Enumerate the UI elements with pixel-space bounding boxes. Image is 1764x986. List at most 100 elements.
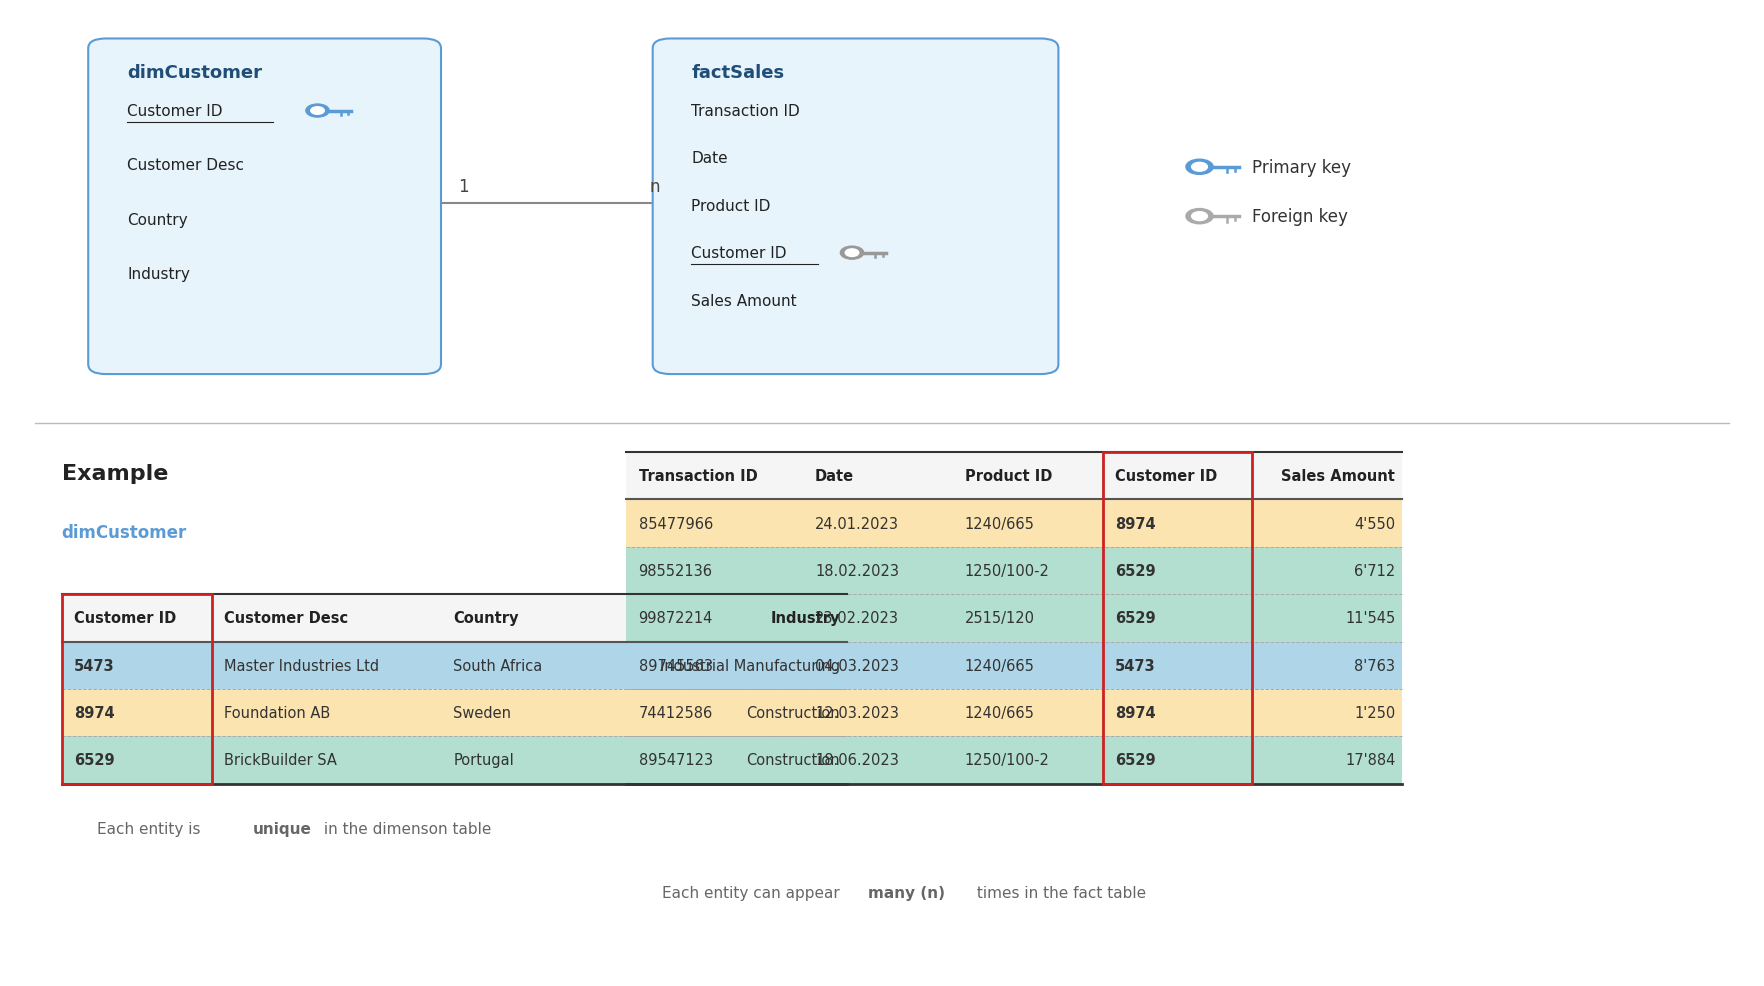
Text: 89547123: 89547123 bbox=[639, 752, 713, 768]
Text: factSales: factSales bbox=[691, 64, 785, 82]
Bar bbox=[1102, 689, 1252, 737]
Text: Industry: Industry bbox=[127, 266, 191, 282]
Text: Product ID: Product ID bbox=[965, 468, 1053, 484]
Bar bbox=[803, 689, 953, 737]
Bar bbox=[626, 595, 803, 642]
Text: 1250/100-2: 1250/100-2 bbox=[965, 563, 1050, 579]
Text: Transaction ID: Transaction ID bbox=[639, 468, 757, 484]
Text: 4'550: 4'550 bbox=[1355, 516, 1395, 531]
Bar bbox=[1102, 453, 1252, 500]
Text: 85477966: 85477966 bbox=[639, 516, 713, 531]
Text: Industry: Industry bbox=[771, 610, 840, 626]
Text: Construction: Construction bbox=[746, 705, 840, 721]
Text: dimCustomer: dimCustomer bbox=[127, 64, 263, 82]
Bar bbox=[1252, 689, 1402, 737]
Text: 6529: 6529 bbox=[1115, 563, 1155, 579]
Text: Foreign key: Foreign key bbox=[1252, 208, 1348, 226]
Text: Example: Example bbox=[62, 463, 168, 483]
Text: 6529: 6529 bbox=[1115, 610, 1155, 626]
Bar bbox=[803, 453, 953, 500]
Bar bbox=[62, 689, 212, 737]
Text: unique: unique bbox=[252, 820, 310, 836]
Bar bbox=[1102, 500, 1252, 547]
Text: Customer ID: Customer ID bbox=[691, 246, 787, 261]
Bar bbox=[212, 642, 441, 689]
Text: Primary key: Primary key bbox=[1252, 159, 1351, 176]
Text: Customer Desc: Customer Desc bbox=[224, 610, 348, 626]
Text: 04.03.2023: 04.03.2023 bbox=[815, 658, 900, 673]
Text: Product ID: Product ID bbox=[691, 198, 771, 214]
Text: 23.02.2023: 23.02.2023 bbox=[815, 610, 900, 626]
Bar bbox=[1102, 547, 1252, 595]
Bar bbox=[573, 689, 847, 737]
Text: Sweden: Sweden bbox=[453, 705, 512, 721]
Text: 1'250: 1'250 bbox=[1355, 705, 1395, 721]
Bar bbox=[953, 547, 1102, 595]
Bar bbox=[953, 689, 1102, 737]
Text: 8974: 8974 bbox=[74, 705, 115, 721]
Bar bbox=[1102, 595, 1252, 642]
Bar bbox=[62, 595, 212, 642]
Bar bbox=[626, 642, 803, 689]
Bar bbox=[1252, 642, 1402, 689]
Text: 89745563: 89745563 bbox=[639, 658, 713, 673]
Bar bbox=[441, 737, 573, 784]
Text: 11'545: 11'545 bbox=[1346, 610, 1395, 626]
Text: 2515/120: 2515/120 bbox=[965, 610, 1035, 626]
Bar bbox=[441, 642, 573, 689]
Bar bbox=[953, 453, 1102, 500]
Bar bbox=[803, 595, 953, 642]
Text: 8'763: 8'763 bbox=[1355, 658, 1395, 673]
Text: Sales Amount: Sales Amount bbox=[1281, 468, 1395, 484]
Circle shape bbox=[305, 105, 330, 118]
Text: dimCustomer: dimCustomer bbox=[62, 524, 187, 541]
Text: Country: Country bbox=[127, 212, 187, 228]
Text: Transaction ID: Transaction ID bbox=[691, 104, 801, 119]
Text: Each entity is: Each entity is bbox=[97, 820, 205, 836]
Text: Date: Date bbox=[691, 151, 729, 167]
Text: 8974: 8974 bbox=[1115, 516, 1155, 531]
Circle shape bbox=[840, 246, 864, 260]
Bar bbox=[62, 737, 212, 784]
Circle shape bbox=[1192, 164, 1207, 172]
Text: 6529: 6529 bbox=[1115, 752, 1155, 768]
Bar bbox=[1102, 642, 1252, 689]
Text: 1250/100-2: 1250/100-2 bbox=[965, 752, 1050, 768]
Text: Customer ID: Customer ID bbox=[74, 610, 176, 626]
Text: times in the fact table: times in the fact table bbox=[972, 884, 1147, 900]
Text: 17'884: 17'884 bbox=[1344, 752, 1395, 768]
Circle shape bbox=[845, 249, 859, 257]
Circle shape bbox=[1185, 209, 1214, 225]
FancyBboxPatch shape bbox=[653, 39, 1058, 375]
Text: Foundation AB: Foundation AB bbox=[224, 705, 330, 721]
Text: Portugal: Portugal bbox=[453, 752, 513, 768]
Bar bbox=[62, 595, 212, 784]
Text: 6'712: 6'712 bbox=[1355, 563, 1395, 579]
Bar bbox=[803, 500, 953, 547]
Bar bbox=[803, 642, 953, 689]
Bar bbox=[1102, 737, 1252, 784]
Text: 1: 1 bbox=[459, 177, 469, 195]
Text: n: n bbox=[649, 177, 660, 195]
Bar bbox=[62, 642, 212, 689]
Bar bbox=[441, 689, 573, 737]
Text: Customer ID: Customer ID bbox=[1115, 468, 1217, 484]
Bar bbox=[953, 642, 1102, 689]
Bar bbox=[626, 737, 803, 784]
Text: Construction: Construction bbox=[746, 752, 840, 768]
Text: Customer Desc: Customer Desc bbox=[127, 158, 243, 174]
Text: 18.06.2023: 18.06.2023 bbox=[815, 752, 900, 768]
Text: 1240/665: 1240/665 bbox=[965, 705, 1035, 721]
Bar bbox=[953, 595, 1102, 642]
Bar bbox=[953, 500, 1102, 547]
Bar bbox=[1252, 737, 1402, 784]
Text: in the dimenson table: in the dimenson table bbox=[319, 820, 492, 836]
Bar bbox=[1252, 547, 1402, 595]
Bar bbox=[1252, 595, 1402, 642]
Text: 8974: 8974 bbox=[1115, 705, 1155, 721]
Text: Master Industries Ltd: Master Industries Ltd bbox=[224, 658, 379, 673]
Text: 18.02.2023: 18.02.2023 bbox=[815, 563, 900, 579]
Text: Customer ID: Customer ID bbox=[127, 104, 222, 119]
Text: 74412586: 74412586 bbox=[639, 705, 713, 721]
Text: 1240/665: 1240/665 bbox=[965, 658, 1035, 673]
